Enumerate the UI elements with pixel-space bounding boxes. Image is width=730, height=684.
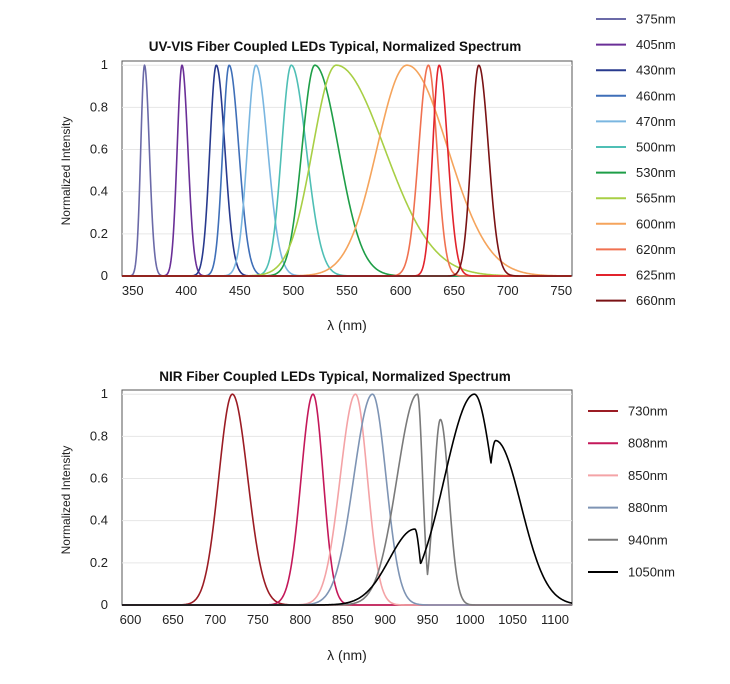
x-tick-label: 600 (120, 612, 142, 627)
nir-legend: 730nm 808nm 850nm 880nm 940nm 1050nm (588, 404, 675, 580)
y-tick-label: 0.8 (90, 428, 108, 443)
x-tick-label: 850 (332, 612, 354, 627)
legend-label-460nm: 460nm (636, 88, 676, 103)
legend-label-470nm: 470nm (636, 114, 676, 129)
uv-vis-gridlines (122, 64, 572, 235)
legend-label-500nm: 500nm (636, 140, 676, 155)
y-tick-label: 0.2 (90, 226, 108, 241)
series-line-1050nm (121, 393, 573, 606)
nir-chart: NIR Fiber Coupled LEDs Typical, Normaliz… (59, 369, 675, 663)
x-tick-label: 750 (550, 283, 572, 298)
legend-label-600nm: 600nm (636, 216, 676, 231)
x-tick-label: 550 (336, 283, 358, 298)
y-tick-label: 0.4 (90, 513, 108, 528)
y-tick-label: 0 (101, 268, 108, 283)
legend-label-565nm: 565nm (636, 191, 676, 206)
legend-label-660nm: 660nm (636, 293, 676, 308)
y-tick-label: 0.2 (90, 555, 108, 570)
legend-label-850nm: 850nm (628, 468, 668, 483)
legend-label-625nm: 625nm (636, 268, 676, 283)
uv-vis-y-axis-label: Normalized Intensity (59, 117, 73, 226)
legend-label-1050nm: 1050nm (628, 565, 675, 580)
x-tick-label: 700 (205, 612, 227, 627)
legend-label-430nm: 430nm (636, 63, 676, 78)
uv-vis-x-axis-label: λ (nm) (327, 317, 367, 333)
nir-chart-title: NIR Fiber Coupled LEDs Typical, Normaliz… (159, 369, 511, 384)
y-tick-label: 0.6 (90, 471, 108, 486)
y-tick-label: 0.8 (90, 99, 108, 114)
x-tick-label: 1100 (541, 612, 569, 627)
legend-label-620nm: 620nm (636, 242, 676, 257)
nir-y-ticks: 0 0.2 0.4 0.6 0.8 1 (90, 386, 108, 612)
series-line-850nm (121, 393, 573, 606)
legend-label-880nm: 880nm (628, 500, 668, 515)
uv-vis-y-ticks: 0 0.2 0.4 0.6 0.8 1 (90, 57, 108, 283)
legend-label-405nm: 405nm (636, 37, 676, 52)
uv-vis-x-ticks: 350 400 450 500 550 600 650 700 750 (122, 283, 572, 298)
series-line-660nm (121, 64, 572, 277)
y-tick-label: 0.4 (90, 184, 108, 199)
y-tick-label: 1 (101, 57, 108, 72)
uv-vis-legend: 375nm 405nm 430nm 460nm 470nm 500nm 530nm 565nm… (596, 12, 676, 308)
legend-label-375nm: 375nm (636, 12, 676, 27)
y-tick-label: 1 (101, 386, 108, 401)
legend-label-808nm: 808nm (628, 436, 668, 451)
x-tick-label: 700 (497, 283, 519, 298)
series-line-405nm (121, 64, 572, 277)
x-tick-label: 750 (247, 612, 269, 627)
uv-vis-series-lines (121, 64, 572, 277)
x-tick-label: 500 (283, 283, 305, 298)
uv-vis-chart: UV-VIS Fiber Coupled LEDs Typical, Norma… (59, 12, 676, 334)
nir-series-lines (121, 393, 573, 606)
x-tick-label: 1050 (498, 612, 527, 627)
x-tick-label: 1000 (456, 612, 485, 627)
x-tick-label: 400 (175, 283, 197, 298)
nir-y-axis-label: Normalized Intensity (59, 446, 73, 555)
nir-x-axis-label: λ (nm) (327, 647, 367, 663)
nir-x-ticks: 600 650 700 750 800 850 900 950 1000 1050 1100 (120, 612, 569, 627)
x-tick-label: 350 (122, 283, 144, 298)
x-tick-label: 600 (390, 283, 412, 298)
y-tick-label: 0 (101, 597, 108, 612)
legend-label-940nm: 940nm (628, 532, 668, 547)
legend-label-530nm: 530nm (636, 165, 676, 180)
legend-label-730nm: 730nm (628, 404, 668, 419)
x-tick-label: 800 (289, 612, 311, 627)
x-tick-label: 900 (374, 612, 396, 627)
x-tick-label: 450 (229, 283, 251, 298)
y-tick-label: 0.6 (90, 142, 108, 157)
x-tick-label: 650 (162, 612, 184, 627)
uv-vis-chart-title: UV-VIS Fiber Coupled LEDs Typical, Norma… (149, 39, 522, 54)
x-tick-label: 950 (417, 612, 439, 627)
x-tick-label: 650 (443, 283, 465, 298)
